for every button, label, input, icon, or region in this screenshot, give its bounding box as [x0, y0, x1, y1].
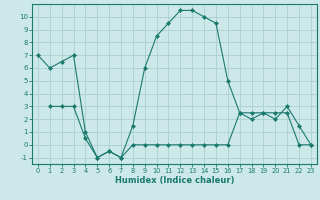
X-axis label: Humidex (Indice chaleur): Humidex (Indice chaleur) — [115, 176, 234, 185]
